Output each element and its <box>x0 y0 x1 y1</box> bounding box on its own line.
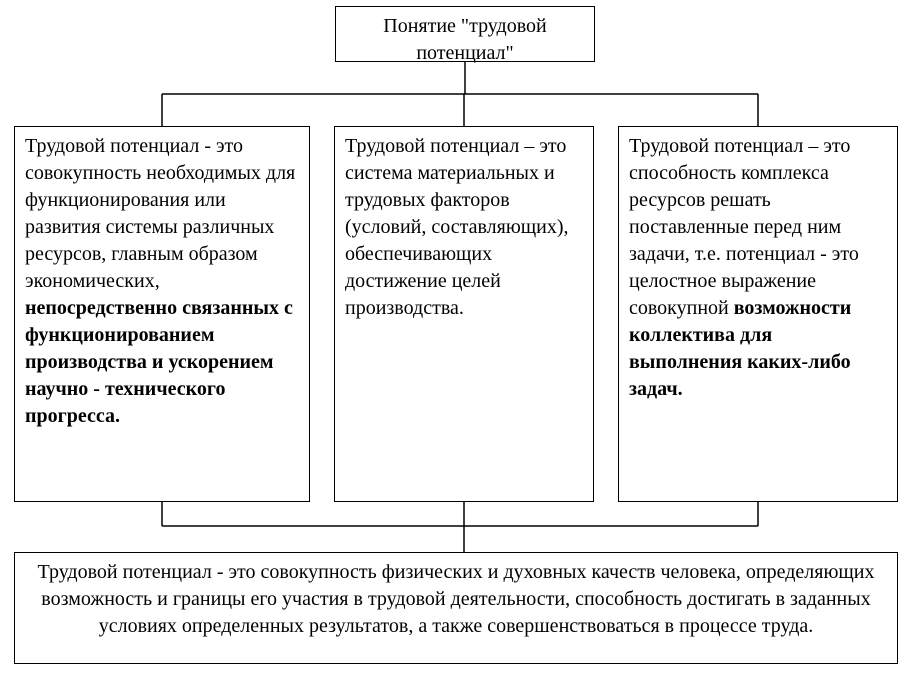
title-text: Понятие "трудовой потенциал" <box>383 15 546 64</box>
title-box: Понятие "трудовой потенциал" <box>335 6 595 62</box>
bottom-text: Трудовой потенциал - это совокупность фи… <box>38 561 875 637</box>
definition-box-left: Трудовой потенциал - это совокупность не… <box>14 126 310 502</box>
left-text-part1: Трудовой потенциал - это совокупность не… <box>25 135 295 292</box>
definition-box-middle: Трудовой потенциал – это система материа… <box>334 126 594 502</box>
right-text-part1: Трудовой потенциал – это способность ком… <box>629 135 859 319</box>
summary-box-bottom: Трудовой потенциал - это совокупность фи… <box>14 552 898 664</box>
middle-text: Трудовой потенциал – это система материа… <box>345 135 569 319</box>
left-text-bold: непосредственно связанных с функциониров… <box>25 297 293 427</box>
definition-box-right: Трудовой потенциал – это способность ком… <box>618 126 898 502</box>
